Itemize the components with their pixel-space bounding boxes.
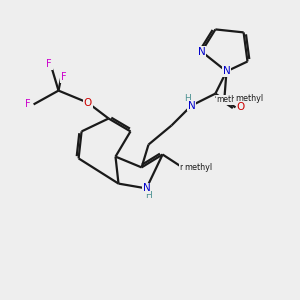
Text: methyl: methyl — [235, 94, 263, 103]
Text: methyl: methyl — [179, 163, 206, 172]
Text: F: F — [46, 59, 52, 69]
Text: N: N — [142, 183, 150, 194]
Text: H: H — [184, 94, 191, 103]
Text: N: N — [198, 46, 206, 57]
Text: methyl: methyl — [184, 163, 212, 172]
Text: F: F — [26, 99, 31, 110]
Text: methyl: methyl — [216, 95, 243, 104]
Text: O: O — [83, 98, 92, 108]
Text: N: N — [223, 66, 230, 76]
Text: N: N — [188, 100, 195, 111]
Text: O: O — [237, 102, 245, 112]
Text: H: H — [146, 190, 152, 200]
Text: F: F — [61, 72, 67, 82]
